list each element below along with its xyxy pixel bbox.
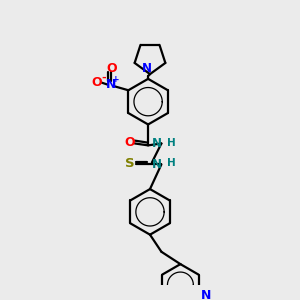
Text: O: O	[92, 76, 102, 89]
Text: N: N	[152, 158, 161, 171]
Text: H: H	[167, 158, 176, 168]
Text: N: N	[106, 78, 116, 91]
Text: N: N	[142, 62, 152, 75]
Text: O: O	[125, 136, 135, 149]
Text: S: S	[125, 157, 135, 170]
Text: -: -	[101, 73, 106, 83]
Text: N: N	[201, 289, 212, 300]
Text: O: O	[106, 62, 117, 75]
Text: N: N	[152, 137, 161, 150]
Text: H: H	[167, 137, 176, 148]
Text: +: +	[112, 75, 120, 84]
